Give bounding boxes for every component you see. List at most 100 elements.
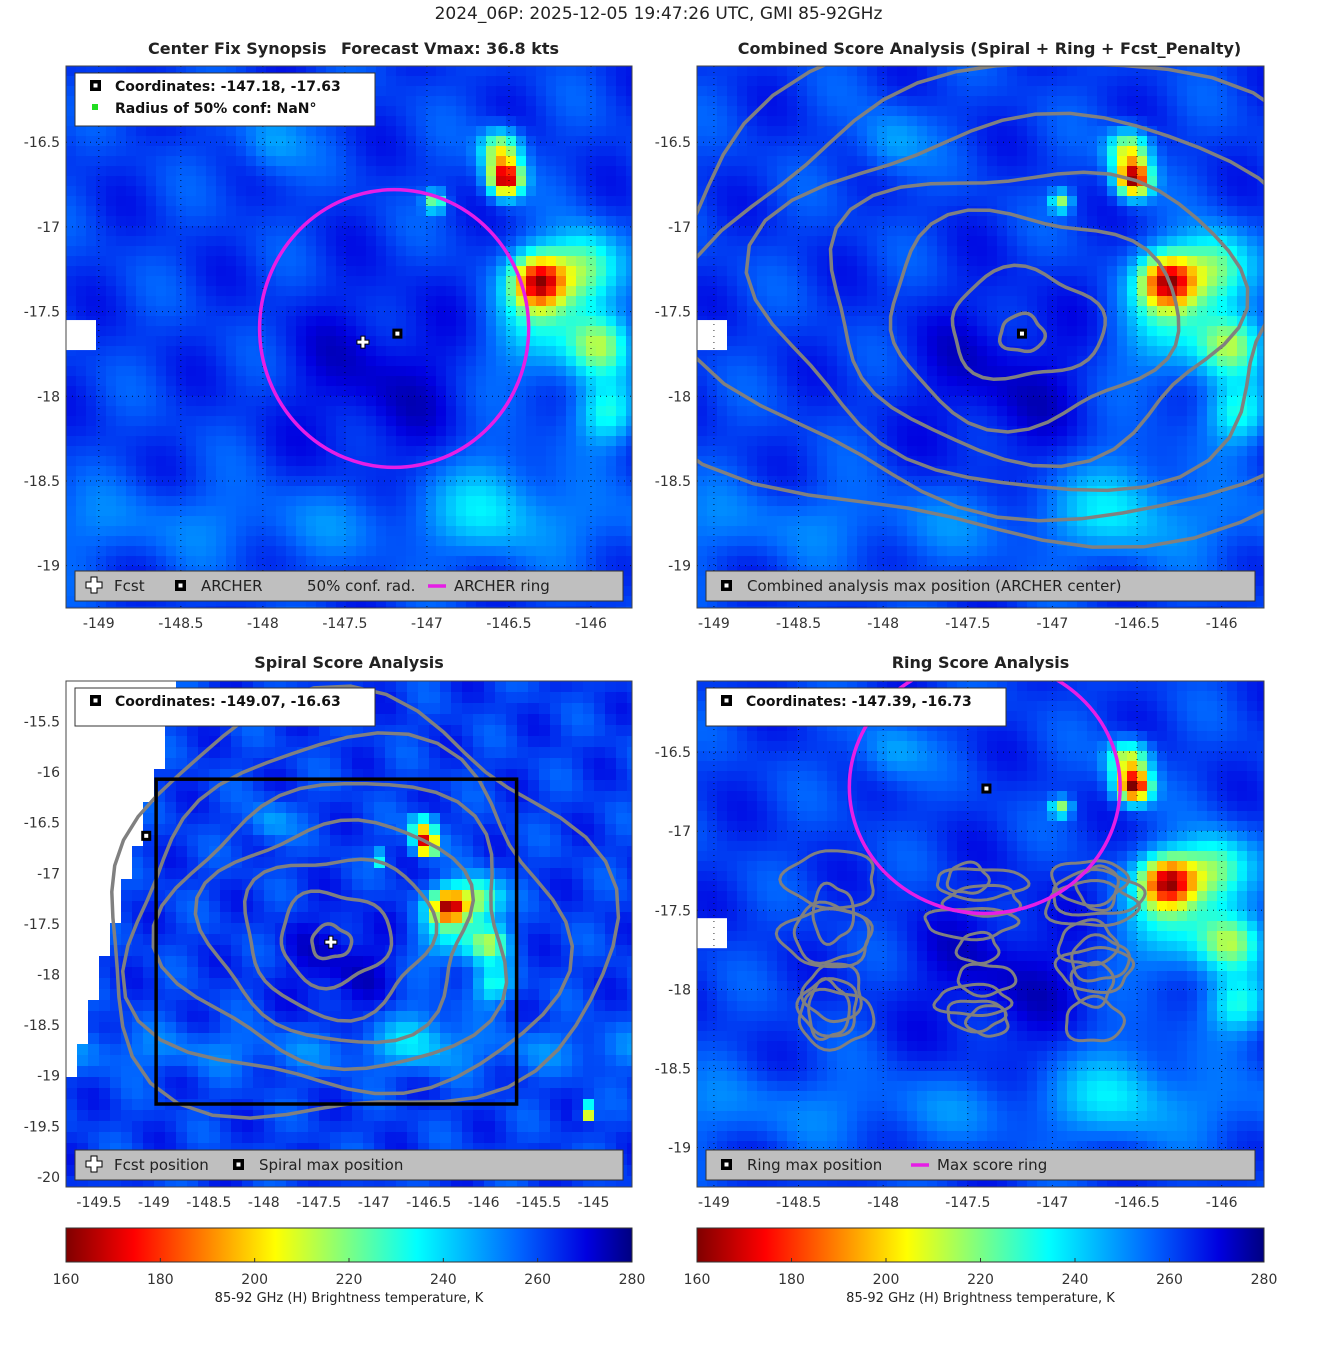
heatmap-cell: [336, 356, 347, 367]
heatmap-cell: [1137, 156, 1148, 167]
heatmap-cell: [1127, 106, 1138, 117]
heatmap-cell: [446, 166, 457, 177]
heatmap-cell: [1037, 126, 1048, 137]
heatmap-cell: [86, 466, 97, 477]
heatmap-cell: [446, 436, 457, 447]
heatmap-cell: [446, 456, 457, 467]
heatmap-cell: [476, 396, 487, 407]
heatmap-cell: [837, 196, 848, 207]
heatmap-cell: [1167, 296, 1178, 307]
heatmap-cell: [767, 346, 778, 357]
heatmap-cell: [837, 246, 848, 257]
heatmap-cell: [146, 356, 157, 367]
heatmap-cell: [927, 276, 938, 287]
heatmap-cell: [266, 486, 277, 497]
heatmap-cell: [987, 306, 998, 317]
heatmap-cell: [1167, 256, 1178, 267]
heatmap-cell: [1187, 336, 1198, 347]
heatmap-cell: [616, 316, 627, 327]
heatmap-cell: [1157, 116, 1168, 127]
heatmap-cell: [286, 346, 297, 357]
heatmap-cell: [546, 516, 557, 527]
heatmap-cell: [326, 146, 337, 157]
heatmap-cell: [707, 96, 718, 107]
heatmap-cell: [136, 536, 147, 547]
heatmap-cell: [556, 486, 567, 497]
heatmap-cell: [506, 516, 517, 527]
heatmap-cell: [296, 496, 307, 507]
heatmap-cell: [1237, 296, 1248, 307]
heatmap-cell: [1257, 206, 1264, 217]
heatmap-cell: [1167, 316, 1178, 327]
heatmap-cell: [506, 386, 517, 397]
heatmap-cell: [1197, 266, 1208, 277]
heatmap-cell: [216, 426, 227, 437]
heatmap-cell: [807, 216, 818, 227]
heatmap-cell: [1127, 366, 1138, 377]
heatmap-cell: [256, 446, 267, 457]
heatmap-cell: [797, 306, 808, 317]
heatmap-cell: [86, 436, 97, 447]
heatmap-cell: [346, 196, 357, 207]
heatmap-cell: [116, 206, 127, 217]
heatmap-cell: [476, 316, 487, 327]
heatmap-cell: [96, 256, 107, 267]
heatmap-cell: [406, 286, 417, 297]
heatmap-cell: [1207, 246, 1218, 257]
heatmap-cell: [276, 546, 287, 557]
heatmap-cell: [626, 256, 632, 267]
heatmap-cell: [1157, 176, 1168, 187]
heatmap-cell: [596, 526, 607, 537]
heatmap-cell: [526, 356, 537, 367]
heatmap-cell: [476, 306, 487, 317]
heatmap-cell: [1207, 116, 1218, 127]
heatmap-cell: [186, 226, 197, 237]
heatmap-cell: [136, 346, 147, 357]
heatmap-cell: [336, 126, 347, 137]
heatmap-cell: [116, 396, 127, 407]
heatmap-cell: [1207, 256, 1218, 267]
heatmap-cell: [586, 526, 597, 537]
heatmap-cell: [717, 176, 728, 187]
heatmap-cell: [406, 86, 417, 97]
heatmap-cell: [426, 196, 437, 207]
heatmap-cell: [546, 186, 557, 197]
heatmap-cell: [1077, 196, 1088, 207]
heatmap-cell: [787, 136, 798, 147]
heatmap-cell: [536, 446, 547, 457]
heatmap-cell: [566, 456, 577, 467]
heatmap-cell: [1157, 296, 1168, 307]
heatmap-cell: [466, 556, 477, 567]
heatmap-cell: [777, 206, 788, 217]
heatmap-cell: [797, 176, 808, 187]
heatmap-cell: [907, 356, 918, 367]
heatmap-cell: [296, 336, 307, 347]
heatmap-cell: [997, 76, 1008, 87]
heatmap-cell: [1037, 316, 1048, 327]
heatmap-cell: [376, 336, 387, 347]
heatmap-cell: [797, 246, 808, 257]
heatmap-cell: [1127, 306, 1138, 317]
heatmap-cell: [1097, 346, 1108, 357]
heatmap-cell: [206, 186, 217, 197]
heatmap-cell: [566, 186, 577, 197]
heatmap-cell: [887, 356, 898, 367]
heatmap-cell: [336, 526, 347, 537]
heatmap-cell: [1097, 126, 1108, 137]
heatmap-cell: [1117, 66, 1128, 77]
heatmap-cell: [867, 226, 878, 237]
heatmap-cell: [777, 326, 788, 337]
heatmap-cell: [1247, 366, 1258, 377]
heatmap-cell: [626, 586, 632, 597]
heatmap-cell: [456, 156, 467, 167]
heatmap-cell: [196, 256, 207, 267]
heatmap-cell: [1047, 236, 1058, 247]
heatmap-cell: [136, 306, 147, 317]
heatmap-cell: [246, 376, 257, 387]
heatmap-cell: [1137, 246, 1148, 257]
heatmap-cell: [96, 496, 107, 507]
heatmap-cell: [586, 456, 597, 467]
heatmap-cell: [66, 606, 77, 608]
heatmap-cell: [186, 206, 197, 217]
heatmap-cell: [606, 96, 617, 107]
